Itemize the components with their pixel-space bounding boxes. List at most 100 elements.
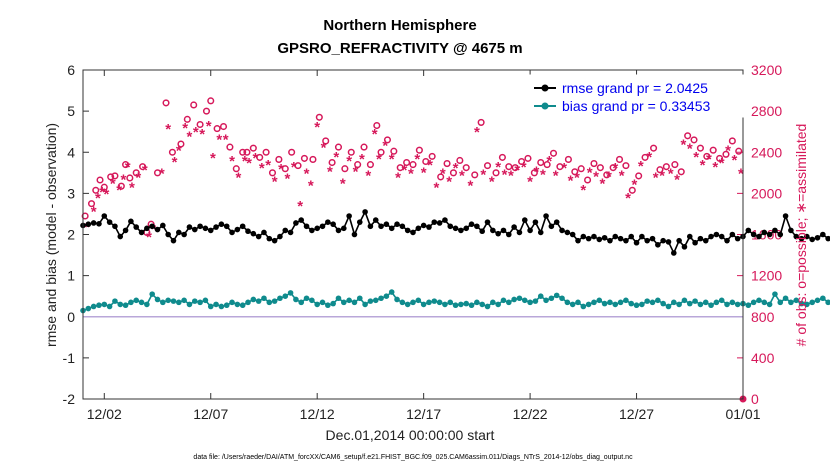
obs-assimilated-point: * (176, 143, 182, 160)
rmse-point (314, 225, 320, 232)
bias-point (144, 301, 150, 308)
rmse-point (319, 223, 326, 230)
obs-possible-point (341, 165, 349, 173)
bias-point (671, 299, 677, 306)
rmse-point (181, 231, 187, 238)
obs-possible-point (347, 148, 355, 156)
bias-point (516, 295, 523, 302)
rmse-point (351, 231, 358, 238)
obs-assimilated-point: * (297, 198, 303, 215)
bias-point (596, 297, 603, 304)
y-right-tick-label: 2800 (751, 103, 782, 119)
rmse-point (250, 230, 257, 237)
obs-possible-point (153, 169, 162, 177)
bias-point (644, 298, 650, 304)
bias-point (213, 301, 219, 308)
rmse-point (447, 223, 454, 230)
bias-point (426, 299, 432, 306)
obs-assimilated-point: * (372, 126, 378, 143)
obs-assimilated-point: * (546, 153, 552, 170)
obs-assimilated-point: * (346, 153, 352, 170)
rmse-point (628, 233, 635, 240)
rmse-point (660, 237, 666, 244)
bias-point (825, 299, 830, 306)
bias-point (330, 300, 336, 307)
obs-assimilated-point: * (580, 182, 586, 199)
obs-possible-point (409, 161, 417, 169)
obs-possible-point (300, 154, 308, 162)
obs-possible-point (96, 176, 104, 184)
rmse-point (298, 217, 305, 223)
bias-point (500, 297, 507, 304)
bias-point (303, 295, 310, 302)
rmse-point (692, 239, 698, 246)
rmse-point (697, 235, 704, 242)
bias-point (223, 302, 230, 309)
bias-point (250, 296, 257, 303)
obs-possible-point (530, 169, 538, 177)
bias-point (623, 297, 629, 304)
obs-assimilated-point: * (110, 176, 116, 193)
obs-possible-point (281, 165, 289, 173)
obs-possible-point (628, 186, 636, 194)
rmse-point (543, 213, 549, 219)
bias-point (394, 296, 400, 303)
obs-assimilated-point: * (246, 155, 252, 172)
obs-assimilated-point: * (712, 159, 718, 176)
bias-point (729, 299, 736, 306)
rmse-point (468, 221, 475, 228)
bias-point (756, 297, 762, 304)
rmse-point (197, 223, 203, 230)
bias-point (191, 298, 198, 304)
y-right-tick-label: 800 (751, 309, 775, 325)
obs-assimilated-point: * (421, 164, 427, 181)
bias-point (553, 292, 560, 299)
rmse-point (404, 227, 411, 234)
obs-possible-point (366, 161, 374, 169)
bias-point (149, 291, 155, 297)
bias-point (96, 302, 102, 309)
obs-possible-point (556, 163, 564, 171)
y-right-tick-label: 1200 (751, 268, 782, 284)
obs-possible-point (328, 158, 336, 167)
bias-point (298, 299, 305, 306)
bias-point (468, 302, 475, 309)
rmse-point (176, 229, 182, 236)
rmse-point (234, 226, 241, 233)
rmse-point (532, 219, 539, 225)
obs-assimilated-point: * (453, 160, 459, 177)
rmse-point (154, 226, 161, 233)
rmse-point (734, 235, 741, 242)
obs-possible-point (139, 163, 147, 171)
obs-assimilated-point: * (365, 167, 371, 184)
bias-point (218, 303, 225, 310)
obs-possible-point (590, 160, 598, 168)
rmse-point (303, 223, 310, 230)
rmse-point (484, 219, 491, 225)
bias-point (490, 299, 496, 306)
rmse-point (633, 239, 640, 246)
obs-assimilated-point: * (353, 163, 359, 180)
obs-assimilated-point: * (540, 166, 546, 183)
obs-assimilated-point: * (653, 169, 659, 186)
rmse-point (325, 219, 331, 225)
bias-point (718, 297, 725, 304)
obs-assimilated-point: * (165, 121, 171, 138)
obs-assimilated-point: * (680, 137, 686, 154)
rmse-point (756, 233, 762, 240)
obs-assimilated-point: * (210, 150, 216, 167)
rmse-point (133, 224, 140, 230)
y-tick-label: 1 (67, 268, 75, 284)
rmse-point (138, 229, 145, 236)
rmse-point (537, 229, 544, 236)
obs-possible-point (722, 150, 730, 158)
y-tick-label: 2 (67, 227, 75, 243)
rmse-point (474, 223, 480, 230)
rmse-point (144, 225, 150, 232)
obs-possible-point (168, 148, 176, 156)
bias-point (559, 295, 565, 302)
obs-assimilated-point: * (706, 151, 712, 168)
y-tick-label: 0 (67, 309, 75, 325)
rmse-point (287, 229, 294, 236)
